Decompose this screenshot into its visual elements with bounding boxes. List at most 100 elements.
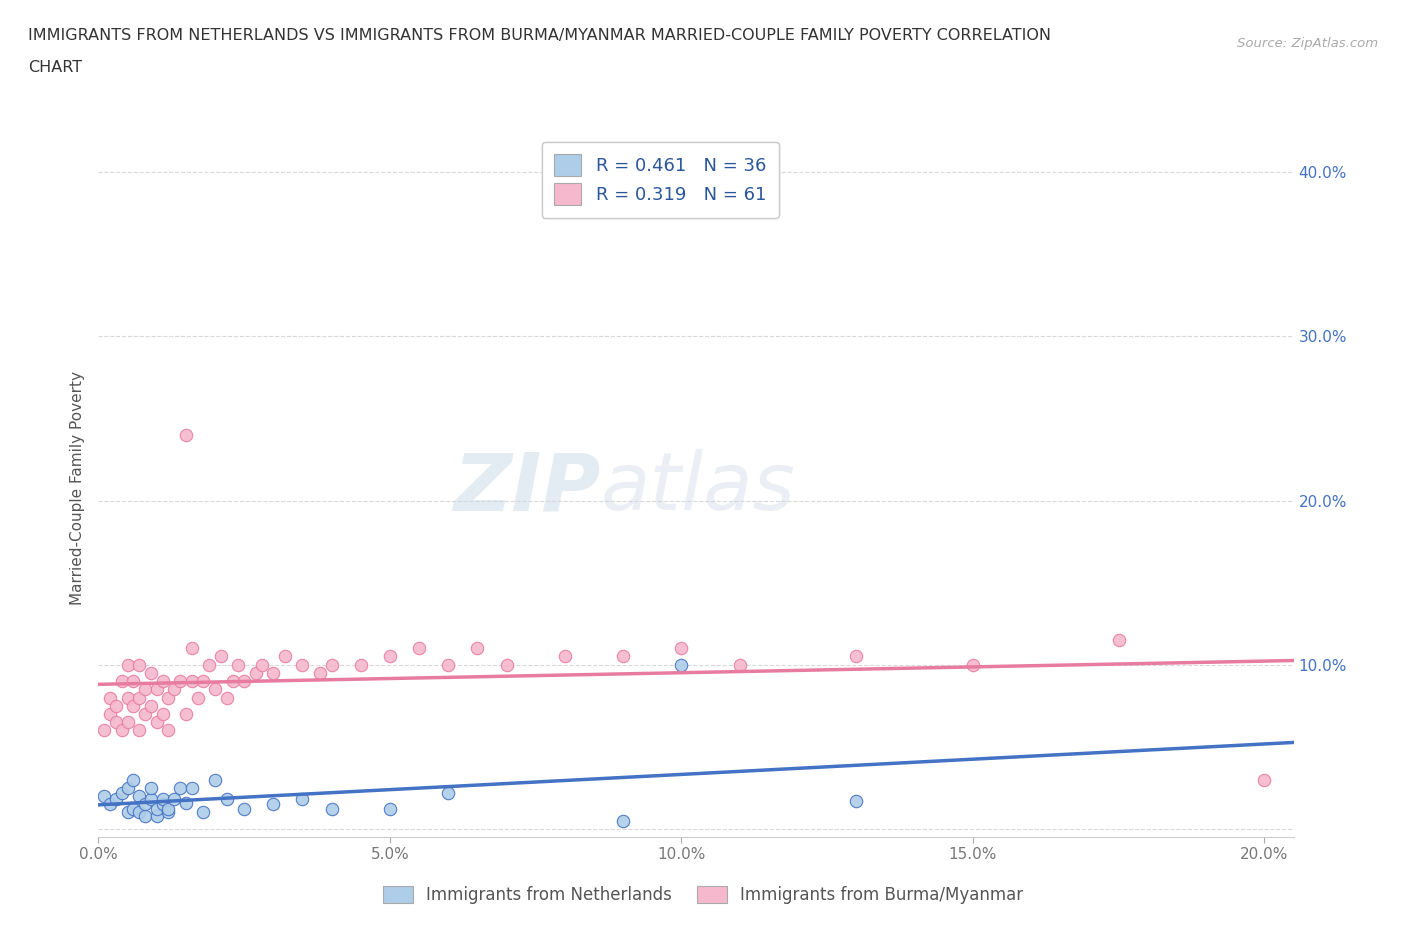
Point [93,723,115,737]
Point [180,673,202,688]
Point [128,658,150,672]
Point [98,690,121,705]
Point [145,714,167,729]
Legend: R = 0.461   N = 36, R = 0.319   N = 61: R = 0.461 N = 36, R = 0.319 N = 61 [541,141,779,219]
Point [93,789,115,804]
Point [134,797,156,812]
Point [117,658,139,672]
Point [204,682,226,697]
Point [408,641,430,656]
Point [122,673,145,688]
Point [174,795,197,810]
Point [145,802,167,817]
Point [262,666,284,681]
Point [169,673,191,688]
Point [139,780,162,795]
Point [321,802,343,817]
Point [350,658,373,672]
Point [845,793,868,808]
Point [157,723,180,737]
Point [728,658,751,672]
Point [228,658,250,672]
Point [117,714,139,729]
Point [169,780,191,795]
Point [291,791,314,806]
Point [128,690,150,705]
Point [98,797,121,812]
Point [111,673,134,688]
Point [111,723,134,737]
Point [122,802,145,817]
Point [378,649,401,664]
Point [152,797,174,812]
Point [104,714,127,729]
Point [845,649,868,664]
Point [612,813,634,828]
Text: CHART: CHART [28,60,82,75]
Point [157,802,180,817]
Point [215,690,238,705]
Point [204,772,226,787]
Point [198,658,221,672]
Point [145,682,167,697]
Point [467,641,489,656]
Point [193,805,215,820]
Point [152,707,174,722]
Point [186,690,208,705]
Point [671,641,693,656]
Point [274,649,297,664]
Point [174,707,197,722]
Point [221,673,243,688]
Text: Source: ZipAtlas.com: Source: ZipAtlas.com [1237,37,1378,50]
Point [128,789,150,804]
Point [321,658,343,672]
Point [152,791,174,806]
Point [233,802,256,817]
Point [554,649,576,664]
Point [180,641,202,656]
Point [117,805,139,820]
Point [104,791,127,806]
Point [134,682,156,697]
Point [262,797,284,812]
Point [128,723,150,737]
Point [117,690,139,705]
Point [437,658,460,672]
Point [671,658,693,672]
Point [1253,772,1275,787]
Point [215,791,238,806]
Point [157,805,180,820]
Point [495,658,517,672]
Point [233,673,256,688]
Point [122,772,145,787]
Point [98,707,121,722]
Point [139,698,162,713]
Text: ZIP: ZIP [453,449,600,527]
Point [309,666,332,681]
Point [157,690,180,705]
Point [139,666,162,681]
Point [104,698,127,713]
Point [174,428,197,443]
Point [245,666,267,681]
Point [134,808,156,823]
Point [1108,632,1130,647]
Point [122,698,145,713]
Point [962,658,984,672]
Point [111,785,134,800]
Point [291,658,314,672]
Point [128,805,150,820]
Point [437,785,460,800]
Point [163,682,186,697]
Text: IMMIGRANTS FROM NETHERLANDS VS IMMIGRANTS FROM BURMA/MYANMAR MARRIED-COUPLE FAMI: IMMIGRANTS FROM NETHERLANDS VS IMMIGRANT… [28,28,1052,43]
Point [117,780,139,795]
Point [152,673,174,688]
Point [145,808,167,823]
Text: atlas: atlas [600,449,796,527]
Point [180,780,202,795]
Point [134,707,156,722]
Point [250,658,273,672]
Point [163,791,186,806]
Point [139,791,162,806]
Point [612,649,634,664]
